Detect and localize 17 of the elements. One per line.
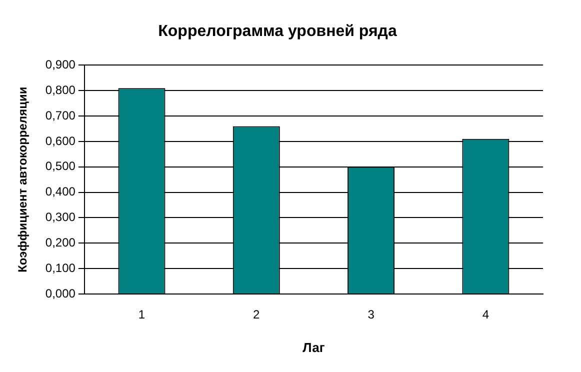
y-tick-label: 0,500 — [45, 159, 76, 174]
chart-title: Коррелограмма уровней ряда — [158, 23, 397, 40]
x-tick-label: 2 — [253, 308, 260, 322]
x-tick-label: 4 — [482, 308, 490, 322]
y-tick-label: 0,400 — [45, 184, 76, 199]
y-tick-label: 0,100 — [45, 260, 76, 275]
y-tick-label: 0,700 — [45, 108, 76, 122]
y-tick-label: 0,000 — [45, 286, 76, 300]
x-tick-label: 1 — [138, 308, 146, 322]
x-tick-label: 3 — [368, 308, 375, 322]
x-axis-title: Лаг — [302, 340, 326, 355]
y-tick-label: 0,800 — [45, 82, 76, 97]
y-tick-label: 0,300 — [45, 210, 76, 224]
y-axis-title: Коэффициент автокорреляции — [16, 86, 30, 272]
y-tick-label: 0,900 — [45, 58, 76, 72]
y-tick-label: 0,600 — [45, 134, 76, 148]
y-tick-label: 0,200 — [45, 235, 76, 250]
